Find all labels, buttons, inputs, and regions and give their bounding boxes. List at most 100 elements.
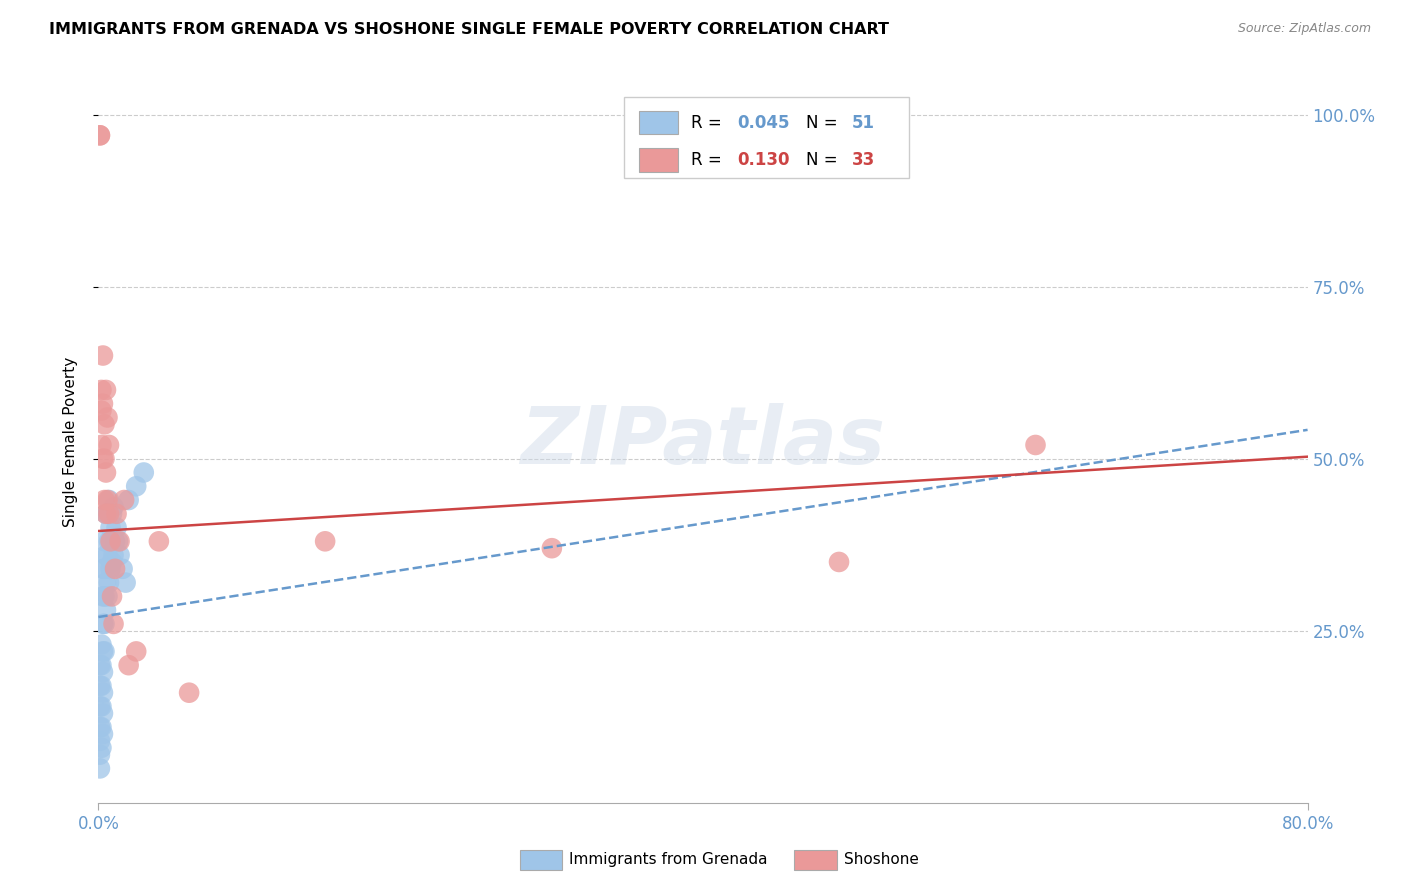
Point: [96, 507, 118, 521]
Point: [103, 548, 125, 562]
Point: [93, 534, 115, 549]
Point: [91, 451, 114, 466]
Text: 0.130: 0.130: [737, 151, 789, 169]
Point: [91, 397, 114, 411]
Point: [91, 349, 114, 363]
Point: [90, 403, 112, 417]
Point: [101, 555, 124, 569]
Point: [103, 616, 125, 631]
Point: [98, 575, 121, 590]
Point: [108, 548, 131, 562]
Point: [105, 507, 128, 521]
Point: [91, 686, 114, 700]
Point: [90, 679, 112, 693]
Point: [90, 383, 112, 397]
Point: [93, 644, 115, 658]
Text: 51: 51: [852, 114, 875, 132]
Point: [98, 534, 121, 549]
Point: [94, 603, 117, 617]
Point: [125, 644, 148, 658]
Point: [100, 520, 122, 534]
Point: [89, 761, 111, 775]
Point: [89, 720, 111, 734]
Point: [91, 562, 114, 576]
Text: Immigrants from Grenada: Immigrants from Grenada: [569, 853, 768, 867]
Point: [90, 720, 112, 734]
FancyBboxPatch shape: [638, 148, 678, 171]
Point: [179, 686, 201, 700]
Point: [89, 699, 111, 714]
Text: Source: ZipAtlas.com: Source: ZipAtlas.com: [1237, 22, 1371, 36]
Point: [94, 548, 117, 562]
Point: [96, 493, 118, 508]
Text: Shoshone: Shoshone: [844, 853, 918, 867]
Point: [148, 534, 170, 549]
Point: [91, 616, 114, 631]
FancyBboxPatch shape: [624, 97, 908, 178]
Point: [107, 534, 129, 549]
Point: [94, 507, 117, 521]
Point: [101, 590, 124, 604]
Point: [93, 493, 115, 508]
Point: [101, 507, 124, 521]
Point: [540, 541, 562, 556]
Point: [108, 534, 131, 549]
Point: [91, 590, 114, 604]
Text: IMMIGRANTS FROM GRENADA VS SHOSHONE SINGLE FEMALE POVERTY CORRELATION CHART: IMMIGRANTS FROM GRENADA VS SHOSHONE SING…: [49, 22, 889, 37]
Point: [90, 699, 112, 714]
Point: [89, 128, 111, 143]
Point: [118, 493, 141, 508]
Point: [111, 562, 134, 576]
Point: [103, 500, 125, 514]
Point: [89, 747, 111, 762]
Point: [93, 590, 115, 604]
Point: [91, 665, 114, 679]
Text: N =: N =: [806, 114, 842, 132]
Point: [90, 658, 112, 673]
Point: [94, 466, 117, 480]
Point: [96, 590, 118, 604]
Text: 0.045: 0.045: [737, 114, 789, 132]
Point: [1024, 438, 1046, 452]
Point: [104, 534, 127, 549]
Point: [89, 128, 111, 143]
Point: [90, 438, 112, 452]
Point: [93, 451, 115, 466]
Point: [94, 575, 117, 590]
Text: R =: R =: [690, 151, 727, 169]
Text: N =: N =: [806, 151, 842, 169]
Point: [314, 534, 336, 549]
Point: [125, 479, 148, 493]
Point: [118, 658, 141, 673]
Point: [89, 658, 111, 673]
Point: [89, 679, 111, 693]
Point: [98, 507, 121, 521]
Point: [96, 548, 118, 562]
Point: [89, 734, 111, 748]
Point: [100, 534, 122, 549]
Point: [114, 575, 136, 590]
Y-axis label: Single Female Poverty: Single Female Poverty: [63, 357, 77, 526]
Text: 33: 33: [852, 151, 875, 169]
Point: [96, 410, 118, 425]
Point: [828, 555, 851, 569]
Text: ZIPatlas: ZIPatlas: [520, 402, 886, 481]
Point: [104, 562, 127, 576]
Point: [94, 507, 117, 521]
Point: [93, 616, 115, 631]
Point: [91, 644, 114, 658]
Point: [112, 493, 135, 508]
Point: [132, 466, 155, 480]
Point: [90, 638, 112, 652]
Point: [91, 727, 114, 741]
Point: [90, 740, 112, 755]
Point: [91, 706, 114, 721]
Text: R =: R =: [690, 114, 727, 132]
Point: [98, 493, 121, 508]
Point: [100, 562, 122, 576]
Point: [105, 520, 128, 534]
Point: [93, 417, 115, 432]
Point: [94, 383, 117, 397]
Point: [93, 562, 115, 576]
Point: [98, 438, 121, 452]
